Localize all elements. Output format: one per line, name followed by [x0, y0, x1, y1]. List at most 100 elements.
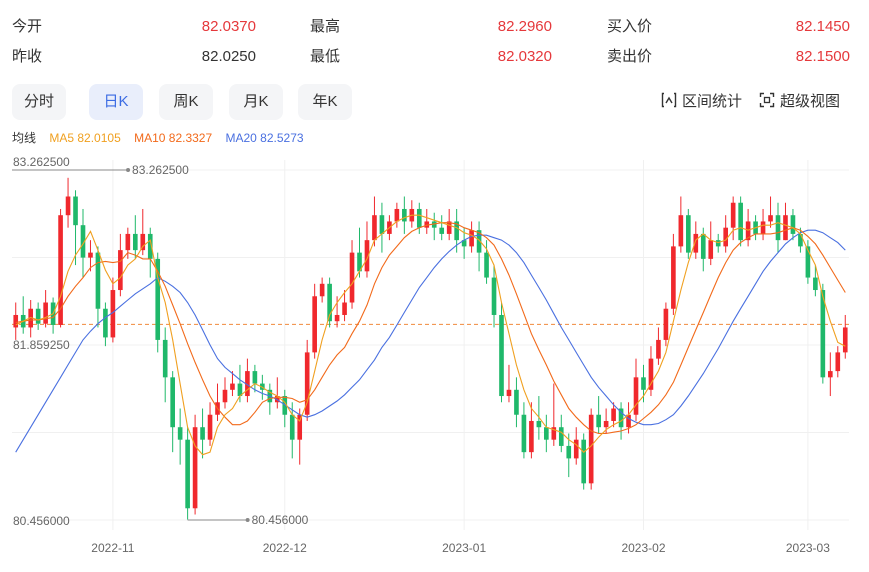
- bid-value: 82.1450: [795, 18, 850, 35]
- candle-body: [798, 233, 803, 247]
- candle-body: [65, 196, 71, 216]
- ma20-line: [15, 229, 846, 453]
- candle-body: [237, 383, 243, 397]
- candle-body: [222, 389, 228, 403]
- candle-body: [424, 221, 430, 228]
- x-tick-label: 2022-12: [263, 541, 307, 555]
- tab-intraday[interactable]: 分时: [12, 84, 66, 120]
- candle-body: [775, 215, 781, 241]
- candle-body: [820, 290, 826, 378]
- candle-body: [678, 215, 684, 247]
- candle-body: [783, 215, 788, 241]
- candle-body: [506, 389, 512, 397]
- candle-body: [686, 215, 691, 253]
- candle-body: [394, 208, 400, 222]
- candle-body: [349, 252, 355, 303]
- candle-body: [581, 439, 587, 484]
- candle-body: [551, 427, 557, 440]
- low-value: 82.0320: [497, 48, 552, 65]
- candle-body: [155, 258, 161, 340]
- candle-body: [13, 314, 19, 328]
- interval-stats-button[interactable]: 区间统计: [661, 92, 742, 112]
- kline-chart[interactable]: 2022-11 2022-12 2023-01 2023-02 2023-03 83.26…: [0, 150, 869, 572]
- candle-body: [790, 215, 796, 234]
- candle-body: [603, 420, 609, 428]
- candle-body: [835, 352, 841, 372]
- ma5-legend: MA5 82.0105: [49, 131, 121, 145]
- tab-weekly-k[interactable]: 周K: [159, 84, 213, 120]
- candle-body: [760, 221, 766, 234]
- prev-close-value: 82.0250: [201, 48, 256, 65]
- expand-view-icon: [759, 92, 775, 108]
- interval-stats-label: 区间统计: [682, 93, 743, 110]
- candle-body: [230, 383, 235, 390]
- candle-body: [125, 233, 131, 251]
- candle-body: [842, 327, 848, 353]
- open-label: 今开: [12, 18, 43, 35]
- super-view-button[interactable]: 超级视图: [759, 92, 840, 112]
- candle-body: [416, 208, 422, 228]
- candle-body: [618, 408, 624, 428]
- candle-body: [439, 227, 445, 234]
- candle-body: [626, 414, 631, 428]
- ma-legend-title: 均线: [12, 131, 37, 145]
- tab-monthly-k[interactable]: 月K: [229, 84, 283, 120]
- candle-body: [544, 427, 549, 440]
- candle-body: [192, 427, 198, 509]
- candle-body: [274, 396, 280, 403]
- ma10-line: [15, 222, 846, 435]
- candle-body: [558, 427, 564, 446]
- candle-body: [372, 215, 377, 241]
- candle-body: [170, 377, 175, 428]
- candle-body: [297, 414, 303, 440]
- ma-legend: 均线 MA5 82.0105 MA10 82.3327 MA20 82.5273: [12, 130, 314, 146]
- candle-body: [461, 240, 467, 247]
- candle-body: [596, 414, 601, 428]
- candle-body: [379, 215, 385, 234]
- y-tick-label: 83.262500: [13, 155, 70, 169]
- candle-body: [103, 308, 108, 338]
- candle-body: [768, 215, 773, 222]
- candle-body: [110, 290, 116, 338]
- ma10-legend: MA10 82.3327: [134, 131, 213, 145]
- candle-body: [73, 196, 78, 226]
- prev-close-label: 昨收: [12, 48, 43, 65]
- candle-body: [88, 252, 93, 258]
- y-tick-label: 80.456000: [13, 514, 70, 528]
- chart-tools: 区间统计 超级视图: [661, 92, 851, 112]
- candle-body: [805, 246, 811, 278]
- candle-body: [566, 445, 572, 459]
- max-marker-label: 83.262500: [132, 163, 189, 177]
- candle-body: [304, 352, 310, 415]
- candle-body: [95, 252, 101, 309]
- high-value: 82.2960: [497, 18, 552, 35]
- candle-body: [611, 408, 616, 421]
- candle-body: [813, 277, 818, 291]
- high-label: 最高: [310, 18, 341, 35]
- candle-body: [514, 389, 519, 415]
- candle-body: [521, 414, 527, 453]
- candle-body: [342, 302, 347, 315]
- candle-body: [140, 233, 146, 251]
- candle-body: [499, 314, 504, 397]
- candle-body: [588, 414, 594, 484]
- candle-body: [745, 221, 751, 241]
- candle-body: [200, 427, 205, 440]
- candle-body: [132, 233, 138, 251]
- tab-daily-k[interactable]: 日K: [89, 84, 143, 120]
- max-marker-dot: [126, 168, 131, 172]
- candle-body: [828, 371, 833, 378]
- candle-body: [185, 439, 190, 509]
- candle-body: [663, 308, 669, 340]
- candle-body: [671, 246, 676, 309]
- min-marker-label: 80.456000: [252, 513, 309, 527]
- candle-body: [80, 225, 86, 258]
- candle-body: [491, 277, 497, 315]
- candle-body: [529, 420, 534, 453]
- tab-yearly-k[interactable]: 年K: [298, 84, 352, 120]
- candle-body: [454, 221, 459, 241]
- ma5-line: [15, 214, 846, 456]
- candle-body: [738, 202, 743, 241]
- candle-body: [364, 240, 370, 272]
- candle-body: [431, 221, 437, 228]
